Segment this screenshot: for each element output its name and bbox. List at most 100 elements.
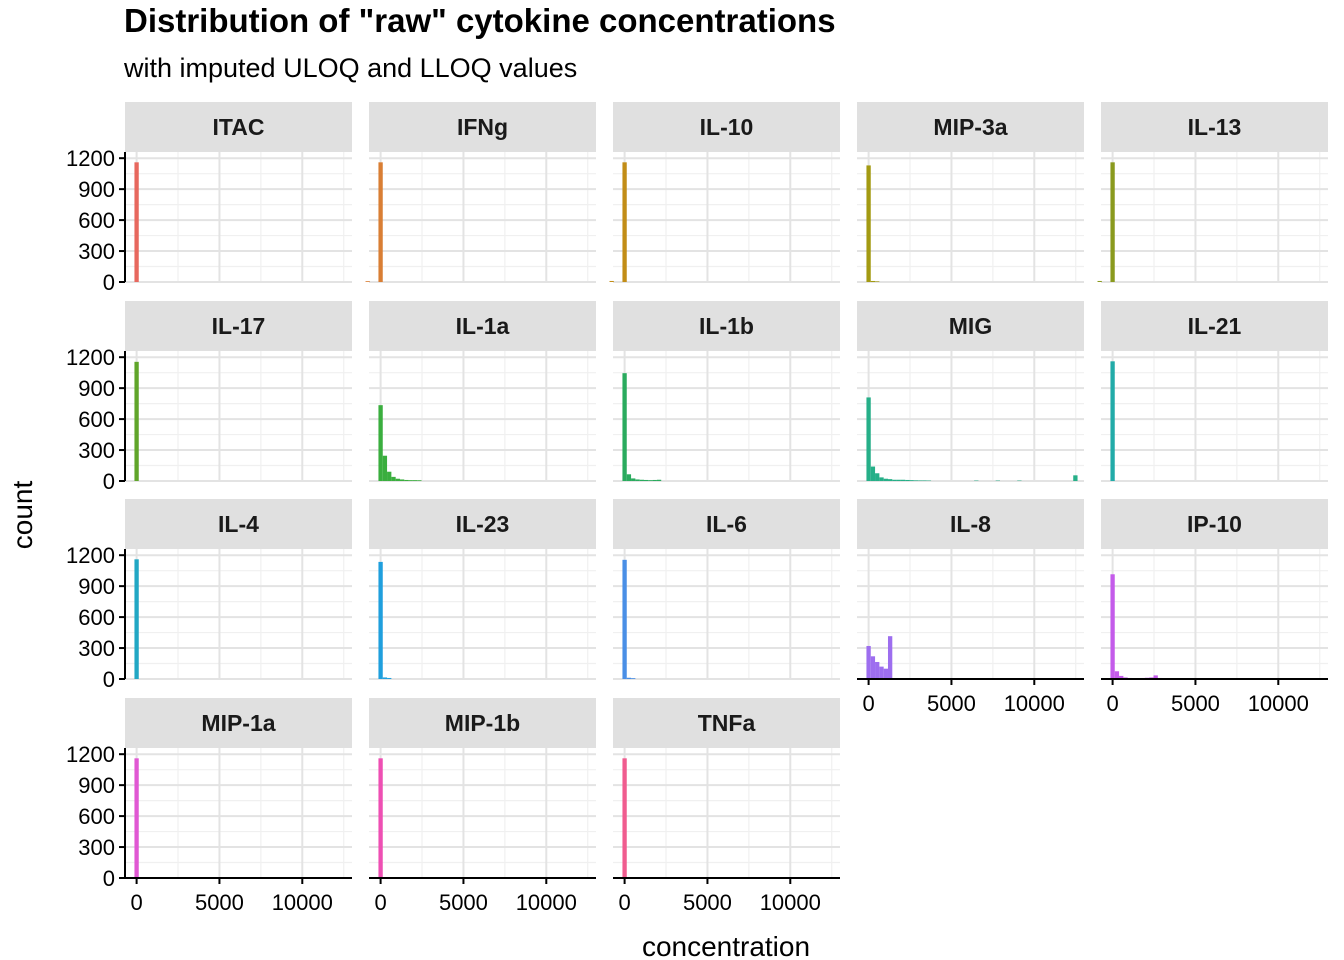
- panel-background: [613, 748, 840, 878]
- x-tick-label: 5000: [1171, 691, 1220, 716]
- x-tick-label: 0: [130, 890, 142, 915]
- histogram-bar: [656, 479, 662, 481]
- facet-panel-il-4: IL-4 0 300 600 900 1200: [66, 499, 352, 692]
- histogram-bar: [378, 561, 383, 679]
- facet-strip: [1101, 301, 1328, 351]
- histogram-bar: [412, 480, 418, 481]
- facet-panel-il-1b: IL-1b: [613, 301, 840, 482]
- facet-strip-label: IL-6: [706, 511, 747, 537]
- histogram-bar: [378, 758, 383, 878]
- panel-background: [613, 152, 840, 282]
- x-tick-label: 0: [618, 890, 630, 915]
- histogram-bar: [896, 479, 901, 481]
- facet-panel-tnfa: TNFa 0 5000 10000: [613, 698, 840, 915]
- panel-background: [125, 549, 352, 679]
- chart-subtitle: with imputed ULOQ and LLOQ values: [124, 53, 578, 83]
- histogram-bar: [626, 677, 632, 679]
- facet-strip-label: TNFa: [698, 710, 756, 736]
- histogram-bar: [1114, 671, 1120, 679]
- histogram-bar: [622, 559, 627, 679]
- histogram-bar: [378, 162, 383, 282]
- y-tick-label: 1200: [66, 146, 115, 171]
- facet-strip: [369, 301, 596, 351]
- histogram-bar: [913, 480, 919, 481]
- histogram-bar: [866, 165, 871, 282]
- facet-panel-mip-1b: MIP-1b 0 5000 10000: [369, 698, 596, 915]
- facet-panel-il-10: IL-10: [609, 102, 840, 283]
- facet-strip-label: IP-10: [1187, 511, 1242, 537]
- histogram-bar: [900, 479, 906, 481]
- panel-background: [369, 549, 596, 679]
- facet-panel-il-1a: IL-1a: [369, 301, 596, 482]
- histogram-bar: [408, 480, 413, 481]
- panel-background: [125, 351, 352, 481]
- x-tick-label: 0: [862, 691, 874, 716]
- y-tick-label: 600: [78, 407, 115, 432]
- facet-panel-mip-1a: MIP-1a 0 300 600 900 1200 0 5000 10000: [66, 698, 352, 915]
- y-tick-label: 900: [78, 574, 115, 599]
- histogram-bar: [1110, 162, 1115, 282]
- y-tick-label: 1200: [66, 742, 115, 767]
- y-tick-label: 1200: [66, 543, 115, 568]
- histogram-bar: [417, 480, 422, 481]
- facet-strip-label: ITAC: [213, 114, 265, 140]
- facet-panel-il-13: IL-13: [1097, 102, 1328, 283]
- panel-background: [857, 351, 1084, 481]
- facet-strip-label: IL-13: [1188, 114, 1242, 140]
- histogram-bar: [622, 162, 627, 282]
- y-tick-label: 300: [78, 239, 115, 264]
- histogram-bar: [866, 645, 871, 679]
- histogram-bar: [622, 758, 627, 878]
- chart-title: Distribution of "raw" cytokine concentra…: [124, 2, 836, 39]
- panel-background: [369, 152, 596, 282]
- histogram-bar: [879, 666, 884, 679]
- histogram-bar: [387, 677, 392, 679]
- facet-strip-label: IL-21: [1188, 313, 1242, 339]
- histogram-bar: [643, 479, 649, 481]
- panel-background: [613, 351, 840, 481]
- x-tick-label: 10000: [1248, 691, 1309, 716]
- facet-strip: [1101, 102, 1328, 152]
- facet-strip: [613, 698, 840, 748]
- histogram-bar: [609, 280, 614, 282]
- facet-strip: [613, 499, 840, 549]
- x-tick-label: 5000: [683, 890, 732, 915]
- histogram-bar: [892, 479, 897, 481]
- facet-panel-ifng: IFNg: [365, 102, 596, 283]
- histogram-bar: [134, 559, 139, 679]
- panel-background: [1101, 549, 1328, 679]
- y-tick-label: 0: [103, 667, 115, 692]
- histogram-bar: [134, 162, 139, 282]
- facet-strip: [369, 102, 596, 152]
- histogram-bar: [870, 280, 876, 282]
- histogram-bar: [399, 479, 405, 481]
- histogram-bar: [922, 480, 927, 481]
- x-axis-label: concentration: [642, 931, 810, 960]
- panel-background: [1101, 351, 1328, 481]
- x-tick-label: 10000: [1004, 691, 1065, 716]
- facet-strip: [369, 698, 596, 748]
- facet-panel-mip-3a: MIP-3a: [857, 102, 1084, 283]
- facet-strip-label: IL-10: [700, 114, 754, 140]
- histogram-bar: [639, 479, 644, 481]
- histogram-bar: [1110, 574, 1115, 679]
- y-tick-label: 300: [78, 636, 115, 661]
- facet-panel-il-17: IL-17 0 300 600 900 1200: [66, 301, 352, 494]
- facet-strip-label: MIP-1a: [201, 710, 275, 736]
- histogram-bar: [382, 677, 388, 679]
- facet-strip-label: MIG: [949, 313, 992, 339]
- x-tick-label: 5000: [927, 691, 976, 716]
- histogram-bar: [875, 281, 880, 282]
- histogram-bar: [887, 636, 893, 679]
- facet-strip: [613, 301, 840, 351]
- facet-panel-ip-10: IP-10 0 5000 10000: [1101, 499, 1328, 716]
- x-tick-label: 5000: [439, 890, 488, 915]
- facet-strip: [1101, 499, 1328, 549]
- y-tick-label: 0: [103, 469, 115, 494]
- histogram-bar: [648, 480, 653, 481]
- histogram-bar: [134, 361, 139, 481]
- histogram-bar: [395, 478, 400, 481]
- y-axis-label: count: [7, 481, 38, 550]
- panel-background: [613, 549, 840, 679]
- y-tick-label: 0: [103, 866, 115, 891]
